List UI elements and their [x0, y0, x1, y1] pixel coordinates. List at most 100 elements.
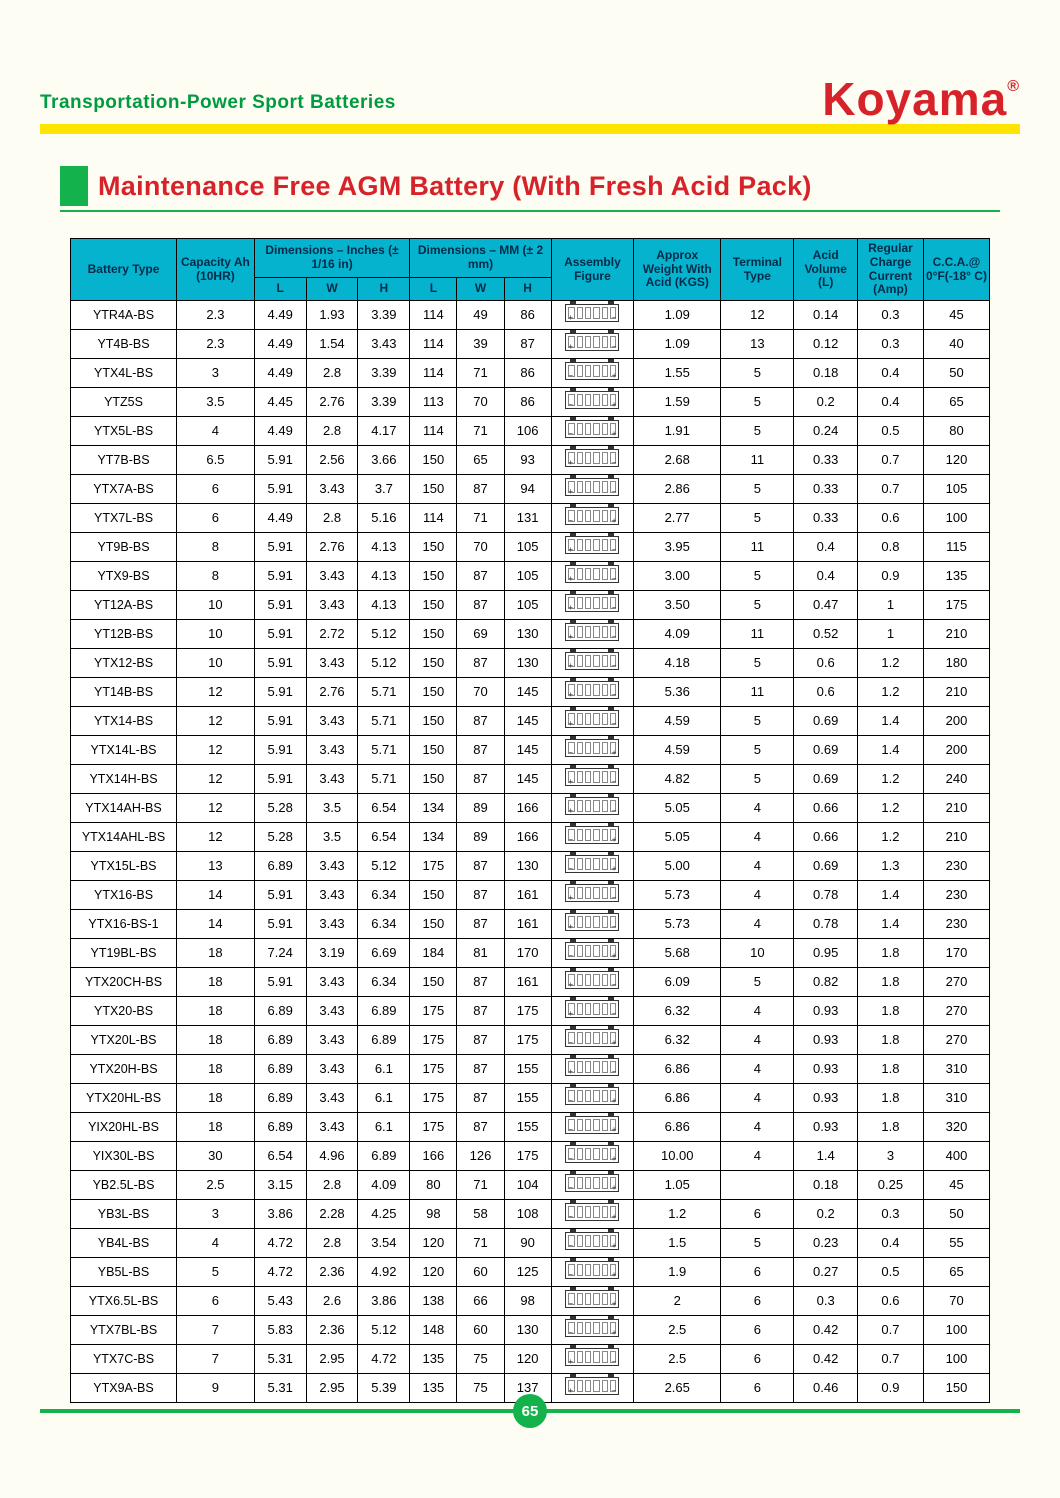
cell-H-in: 5.12	[358, 620, 410, 649]
cell-W-in: 3.43	[306, 475, 358, 504]
table-row: YT7B-BS6.55.912.563.661506593 +− 2.68110…	[71, 446, 990, 475]
cell-acid: 0.24	[794, 417, 858, 446]
cell-capacity: 18	[177, 997, 255, 1026]
cell-H-mm: 166	[504, 794, 551, 823]
table-row: YTX20-BS186.893.436.8917587175 +− 6.3240…	[71, 997, 990, 1026]
cell-terminal: 13	[721, 330, 794, 359]
col-H-mm: H	[504, 277, 551, 300]
cell-cca: 310	[923, 1055, 989, 1084]
cell-H-in: 4.17	[358, 417, 410, 446]
cell-capacity: 12	[177, 765, 255, 794]
cell-W-in: 3.43	[306, 1026, 358, 1055]
cell-H-mm: 145	[504, 707, 551, 736]
cell-L-mm: 175	[410, 1026, 457, 1055]
cell-cca: 120	[923, 446, 989, 475]
cell-terminal: 11	[721, 678, 794, 707]
cell-capacity: 18	[177, 1084, 255, 1113]
cell-H-in: 5.12	[358, 1316, 410, 1345]
cell-cca: 230	[923, 852, 989, 881]
cell-capacity: 5	[177, 1258, 255, 1287]
cell-assembly: +−	[551, 533, 633, 562]
cell-assembly: +−	[551, 649, 633, 678]
cell-capacity: 18	[177, 939, 255, 968]
cell-acid: 0.42	[794, 1345, 858, 1374]
cell-H-in: 5.12	[358, 852, 410, 881]
cell-L-in: 5.91	[254, 707, 306, 736]
cell-terminal: 4	[721, 823, 794, 852]
cell-L-mm: 114	[410, 417, 457, 446]
assembly-figure-icon: +−	[565, 884, 619, 902]
cell-capacity: 7	[177, 1316, 255, 1345]
cell-W-mm: 71	[457, 359, 504, 388]
col-W-in: W	[306, 277, 358, 300]
cell-cca: 180	[923, 649, 989, 678]
cell-type: YT9B-BS	[71, 533, 177, 562]
cell-weight: 2.5	[634, 1316, 721, 1345]
cell-weight: 1.05	[634, 1171, 721, 1200]
cell-H-in: 5.12	[358, 649, 410, 678]
cell-terminal: 4	[721, 1084, 794, 1113]
cell-L-in: 6.89	[254, 997, 306, 1026]
cell-L-in: 5.91	[254, 678, 306, 707]
cell-assembly: −+	[551, 504, 633, 533]
assembly-figure-icon: −+	[565, 1116, 619, 1134]
cell-L-in: 6.89	[254, 1113, 306, 1142]
cell-terminal: 5	[721, 649, 794, 678]
cell-type: YIX20HL-BS	[71, 1113, 177, 1142]
cell-charge: 0.3	[857, 301, 923, 330]
cell-cca: 100	[923, 1316, 989, 1345]
cell-capacity: 12	[177, 678, 255, 707]
cell-cca: 210	[923, 823, 989, 852]
cell-weight: 2	[634, 1287, 721, 1316]
cell-assembly: +−	[551, 562, 633, 591]
cell-L-in: 7.24	[254, 939, 306, 968]
col-dim-mm: Dimensions – MM (± 2 mm)	[410, 239, 551, 278]
cell-L-mm: 150	[410, 910, 457, 939]
cell-W-mm: 70	[457, 678, 504, 707]
col-cca: C.C.A.@ 0°F(-18° C)	[923, 239, 989, 301]
assembly-figure-icon: +−	[565, 623, 619, 641]
cell-W-mm: 49	[457, 301, 504, 330]
cell-W-mm: 87	[457, 765, 504, 794]
cell-terminal: 6	[721, 1200, 794, 1229]
cell-W-mm: 70	[457, 388, 504, 417]
assembly-figure-icon: −+	[565, 1087, 619, 1105]
cell-L-in: 5.83	[254, 1316, 306, 1345]
cell-capacity: 3	[177, 359, 255, 388]
cell-L-in: 6.89	[254, 1055, 306, 1084]
cell-weight: 1.5	[634, 1229, 721, 1258]
cell-W-mm: 126	[457, 1142, 504, 1171]
cell-H-in: 4.09	[358, 1171, 410, 1200]
battery-spec-table: Battery Type Capacity Ah (10HR) Dimensio…	[70, 238, 990, 1403]
cell-capacity: 18	[177, 968, 255, 997]
cell-W-in: 1.54	[306, 330, 358, 359]
cell-H-mm: 175	[504, 997, 551, 1026]
cell-L-in: 4.49	[254, 417, 306, 446]
table-row: YTX20CH-BS185.913.436.3415087161 +− 6.09…	[71, 968, 990, 997]
cell-charge: 0.4	[857, 1229, 923, 1258]
cell-H-in: 6.89	[358, 1142, 410, 1171]
cell-weight: 5.36	[634, 678, 721, 707]
table-row: YTX4L-BS34.492.83.391147186 −+ 1.5550.18…	[71, 359, 990, 388]
cell-W-in: 3.43	[306, 1084, 358, 1113]
cell-type: YTX14AH-BS	[71, 794, 177, 823]
cell-charge: 1	[857, 620, 923, 649]
assembly-figure-icon: +−	[565, 652, 619, 670]
cell-H-mm: 87	[504, 330, 551, 359]
cell-weight: 2.68	[634, 446, 721, 475]
cell-acid: 0.93	[794, 1084, 858, 1113]
cell-W-mm: 89	[457, 794, 504, 823]
assembly-figure-icon: −+	[565, 391, 619, 409]
cell-terminal: 10	[721, 939, 794, 968]
cell-type: YTX7BL-BS	[71, 1316, 177, 1345]
cell-type: YTX15L-BS	[71, 852, 177, 881]
cell-W-in: 3.43	[306, 997, 358, 1026]
cell-L-mm: 135	[410, 1374, 457, 1403]
cell-W-in: 2.95	[306, 1345, 358, 1374]
cell-charge: 1.4	[857, 881, 923, 910]
assembly-figure-icon: +−	[565, 797, 619, 815]
page-footer: 65	[40, 1409, 1020, 1428]
cell-terminal: 5	[721, 707, 794, 736]
cell-H-mm: 93	[504, 446, 551, 475]
cell-charge: 0.3	[857, 330, 923, 359]
